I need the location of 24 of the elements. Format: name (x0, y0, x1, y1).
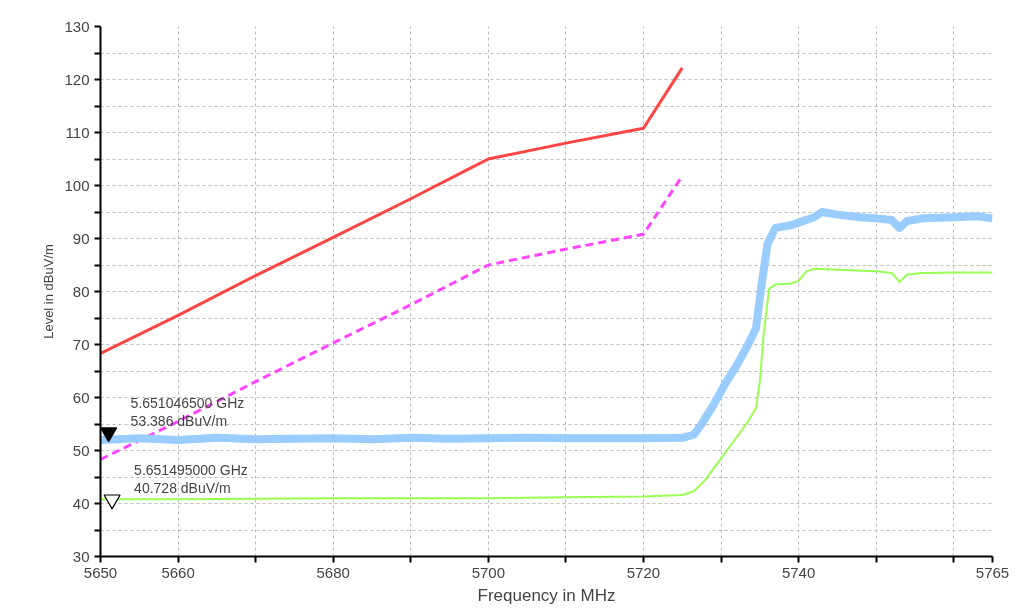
line-series (100, 66, 684, 356)
x-tick-label: 5650 (83, 563, 118, 581)
y-tick-label: 50 (72, 441, 90, 459)
x-tick-label: 5765 (975, 563, 1010, 581)
annotation: 5.651495000 GHz 40.728 dBuV/m (134, 462, 248, 496)
x-tick-label: 5720 (626, 563, 661, 581)
y-tick-label: 90 (72, 229, 90, 247)
x-axis-title: Frequency in MHz (477, 585, 616, 605)
y-tick-label: 40 (72, 494, 90, 512)
y-tick-label: 30 (72, 547, 90, 565)
x-tick-label: 5680 (316, 563, 350, 581)
y-axis-title: Level in dBuV/m (41, 244, 57, 339)
y-tick-label: 80 (72, 282, 90, 300)
line-series (100, 267, 993, 501)
y-tick-label: 130 (64, 17, 90, 35)
x-tick-label: 5660 (161, 563, 195, 581)
x-tick-label: 5700 (471, 563, 506, 581)
x-tick-label: 5740 (781, 563, 816, 581)
y-tick-label: 100 (64, 176, 90, 194)
y-tick-label: 120 (64, 70, 90, 88)
y-tick-label: 110 (65, 123, 90, 141)
annotation: 5.651046500 GHz 53.386 dBuV/m (130, 394, 245, 429)
y-tick-label: 60 (72, 388, 90, 406)
y-tick-label: 70 (72, 335, 90, 353)
